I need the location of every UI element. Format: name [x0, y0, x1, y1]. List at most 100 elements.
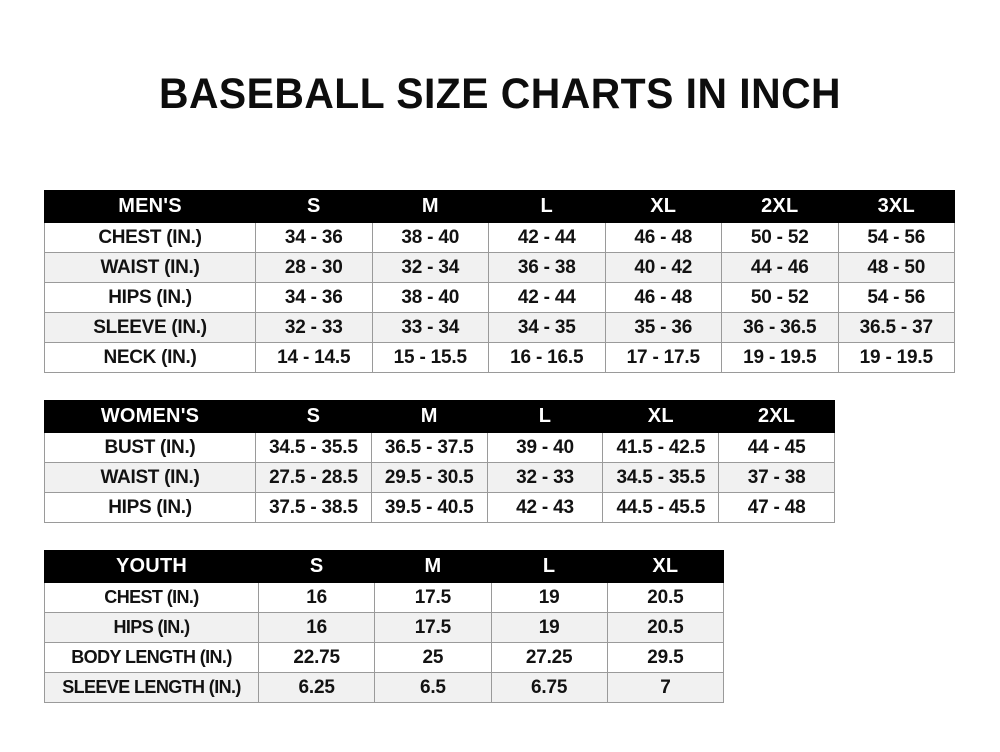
mens-header-size-xl: XL: [604, 190, 722, 223]
mens-cell-3xl: 48 - 50: [837, 252, 955, 283]
mens-row-label: WAIST (IN.): [44, 252, 256, 283]
mens-cell-2xl: 19 - 19.5: [721, 342, 839, 373]
womens-row-label: BUST (IN.): [44, 432, 256, 463]
table-row: WAIST (IN.) 27.5 - 28.5 29.5 - 30.5 32 - 33…: [44, 462, 835, 493]
table-row: NECK (IN.) 14 - 14.5 15 - 15.5 16 - 16.5 17 …: [44, 342, 955, 373]
womens-table-body: BUST (IN.) 34.5 - 35.5 36.5 - 37.5 39 - 40 4…: [44, 432, 835, 523]
table-row: CHEST (IN.) 34 - 36 38 - 40 42 - 44 46 - 48 5…: [44, 222, 955, 253]
mens-cell-2xl: 36 - 36.5: [721, 312, 839, 343]
mens-cell-s: 34 - 36: [255, 282, 373, 313]
youth-cell-xl: 20.5: [606, 612, 725, 643]
mens-cell-m: 38 - 40: [371, 282, 489, 313]
womens-header-row: WOMEN'S S M L XL 2XL: [44, 400, 835, 433]
youth-header-size-l: L: [490, 550, 608, 583]
mens-cell-l: 42 - 44: [488, 222, 606, 253]
mens-row-label: HIPS (IN.): [44, 282, 256, 313]
womens-cell-xl: 44.5 - 45.5: [602, 492, 720, 523]
womens-row-label: WAIST (IN.): [44, 462, 256, 493]
mens-cell-l: 36 - 38: [488, 252, 606, 283]
youth-header-size-m: M: [374, 550, 492, 583]
mens-cell-m: 38 - 40: [371, 222, 489, 253]
table-row: CHEST (IN.) 16 17.5 19 20.5: [44, 582, 725, 613]
womens-cell-2xl: 44 - 45: [718, 432, 835, 463]
youth-size-table: YOUTH S M L XL CHEST (IN.) 16 17.5 19 20.5 HIPS (…: [44, 550, 725, 703]
youth-row-label: HIPS (IN.): [44, 612, 259, 643]
table-row: SLEEVE LENGTH (IN.) 6.25 6.5 6.75 7: [44, 672, 725, 703]
table-row: WAIST (IN.) 28 - 30 32 - 34 36 - 38 40 - 42 4…: [44, 252, 955, 283]
mens-cell-l: 42 - 44: [488, 282, 606, 313]
youth-cell-l: 19: [490, 582, 608, 613]
womens-header-size-2xl: 2XL: [718, 400, 835, 433]
youth-row-label: SLEEVE LENGTH (IN.): [44, 672, 259, 703]
mens-header-size-3xl: 3XL: [837, 190, 955, 223]
womens-header-size-m: M: [370, 400, 488, 433]
mens-row-label: CHEST (IN.): [44, 222, 256, 253]
table-row: HIPS (IN.) 37.5 - 38.5 39.5 - 40.5 42 - 43 4…: [44, 492, 835, 523]
youth-cell-xl: 20.5: [606, 582, 725, 613]
mens-cell-s: 34 - 36: [255, 222, 373, 253]
table-row: HIPS (IN.) 34 - 36 38 - 40 42 - 44 46 - 48 50…: [44, 282, 955, 313]
mens-header-size-m: M: [371, 190, 489, 223]
womens-cell-xl: 34.5 - 35.5: [602, 462, 720, 493]
womens-table-header: WOMEN'S S M L XL 2XL: [44, 400, 835, 433]
mens-header-size-s: S: [255, 190, 373, 223]
youth-header-category: YOUTH: [44, 550, 259, 583]
youth-cell-xl: 7: [606, 672, 725, 703]
womens-cell-m: 29.5 - 30.5: [370, 462, 488, 493]
youth-header-size-xl: XL: [606, 550, 725, 583]
page-title: BASEBALL SIZE CHARTS IN INCH: [158, 70, 842, 118]
womens-row-label: HIPS (IN.): [44, 492, 256, 523]
mens-cell-l: 34 - 35: [488, 312, 606, 343]
mens-cell-xl: 17 - 17.5: [604, 342, 722, 373]
youth-cell-m: 17.5: [374, 612, 492, 643]
table-row: SLEEVE (IN.) 32 - 33 33 - 34 34 - 35 35 - 36…: [44, 312, 955, 343]
mens-cell-xl: 35 - 36: [604, 312, 722, 343]
youth-row-label: BODY LENGTH (IN.): [44, 642, 259, 673]
womens-cell-xl: 41.5 - 42.5: [602, 432, 720, 463]
mens-cell-xl: 46 - 48: [604, 222, 722, 253]
womens-header-category: WOMEN'S: [44, 400, 256, 433]
youth-header-row: YOUTH S M L XL: [44, 550, 725, 583]
youth-cell-m: 25: [374, 642, 492, 673]
womens-header-size-l: L: [486, 400, 604, 433]
mens-cell-3xl: 54 - 56: [837, 222, 955, 253]
youth-cell-m: 17.5: [374, 582, 492, 613]
youth-cell-s: 16: [257, 582, 376, 613]
womens-cell-l: 39 - 40: [486, 432, 604, 463]
womens-cell-s: 34.5 - 35.5: [255, 432, 372, 463]
womens-cell-s: 37.5 - 38.5: [255, 492, 372, 523]
youth-cell-s: 16: [257, 612, 376, 643]
mens-cell-l: 16 - 16.5: [488, 342, 606, 373]
mens-table-body: CHEST (IN.) 34 - 36 38 - 40 42 - 44 46 - 48 5…: [44, 222, 955, 373]
table-row: BODY LENGTH (IN.) 22.75 25 27.25 29.5: [44, 642, 725, 673]
table-row: BUST (IN.) 34.5 - 35.5 36.5 - 37.5 39 - 40 4…: [44, 432, 835, 463]
youth-cell-m: 6.5: [374, 672, 492, 703]
mens-cell-2xl: 44 - 46: [721, 252, 839, 283]
mens-cell-xl: 46 - 48: [604, 282, 722, 313]
womens-cell-2xl: 37 - 38: [718, 462, 835, 493]
mens-header-size-l: L: [488, 190, 606, 223]
womens-header-size-s: S: [255, 400, 372, 433]
mens-cell-m: 33 - 34: [371, 312, 489, 343]
womens-cell-2xl: 47 - 48: [718, 492, 835, 523]
womens-header-size-xl: XL: [602, 400, 720, 433]
womens-cell-l: 32 - 33: [486, 462, 604, 493]
youth-cell-l: 19: [490, 612, 608, 643]
mens-cell-xl: 40 - 42: [604, 252, 722, 283]
womens-cell-m: 36.5 - 37.5: [370, 432, 488, 463]
mens-cell-3xl: 19 - 19.5: [837, 342, 955, 373]
youth-table-body: CHEST (IN.) 16 17.5 19 20.5 HIPS (IN.) 16 17.5 1…: [44, 582, 725, 703]
mens-size-table: MEN'S S M L XL 2XL 3XL CHEST (IN.) 34 - 36 38 - …: [44, 190, 955, 373]
table-row: HIPS (IN.) 16 17.5 19 20.5: [44, 612, 725, 643]
mens-cell-s: 28 - 30: [255, 252, 373, 283]
mens-cell-m: 15 - 15.5: [371, 342, 489, 373]
youth-cell-l: 6.75: [490, 672, 608, 703]
mens-cell-3xl: 54 - 56: [837, 282, 955, 313]
mens-cell-3xl: 36.5 - 37: [837, 312, 955, 343]
mens-cell-2xl: 50 - 52: [721, 222, 839, 253]
womens-cell-l: 42 - 43: [486, 492, 604, 523]
womens-cell-m: 39.5 - 40.5: [370, 492, 488, 523]
mens-cell-s: 14 - 14.5: [255, 342, 373, 373]
mens-header-category: MEN'S: [44, 190, 256, 223]
